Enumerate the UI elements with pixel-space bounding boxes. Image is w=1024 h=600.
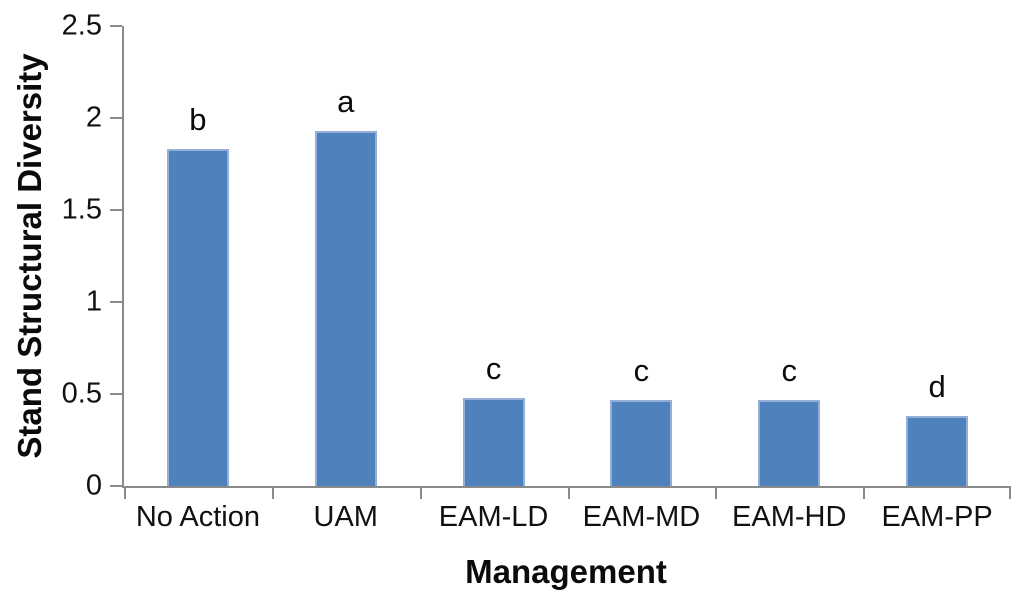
bar [314,130,377,486]
bar [166,149,229,486]
bar [610,399,673,486]
plot-area: 0 0.5 1 1.5 2 2.5 b No Action a UAM c EAM-LD c EAM-MD… [62,11,1011,532]
bar-letter: c [781,352,798,388]
bar-letter: b [189,102,207,138]
x-tick-mark [863,486,866,499]
y-tick-label: 0 [85,469,102,502]
y-tick-label: 1 [85,285,102,318]
y-tick-mark [110,393,122,395]
x-tick-mark [124,486,126,499]
x-category-label: EAM-HD [732,501,847,533]
x-tick-mark [419,486,422,499]
x-axis-title: Management [465,553,667,590]
y-tick-label: 2.5 [61,9,102,42]
y-tick-mark [110,301,122,303]
x-tick-mark [567,486,570,499]
y-tick-mark [110,485,122,487]
x-category-label: EAM-MD [582,501,701,533]
bar [906,416,969,486]
bar-letter: a [337,83,355,119]
y-tick-label: 0.5 [61,377,102,410]
x-category-label: EAM-PP [881,501,993,533]
y-tick-mark [110,209,122,211]
bar-letter: c [633,352,650,388]
x-category-label: EAM-LD [438,501,549,533]
bar-letter: c [485,350,502,386]
y-tick-mark [110,117,122,119]
x-category-label: UAM [313,501,378,533]
y-tick-label: 2 [85,101,102,134]
x-tick-mark [271,486,274,499]
x-tick-mark [715,486,718,499]
x-tick-mark [1009,486,1011,499]
bar [462,397,525,486]
y-tick-mark [110,25,122,27]
bar-letter: d [928,369,946,405]
y-tick-label: 1.5 [61,193,102,226]
x-category-label: No Action [135,501,260,533]
bar [758,399,821,486]
